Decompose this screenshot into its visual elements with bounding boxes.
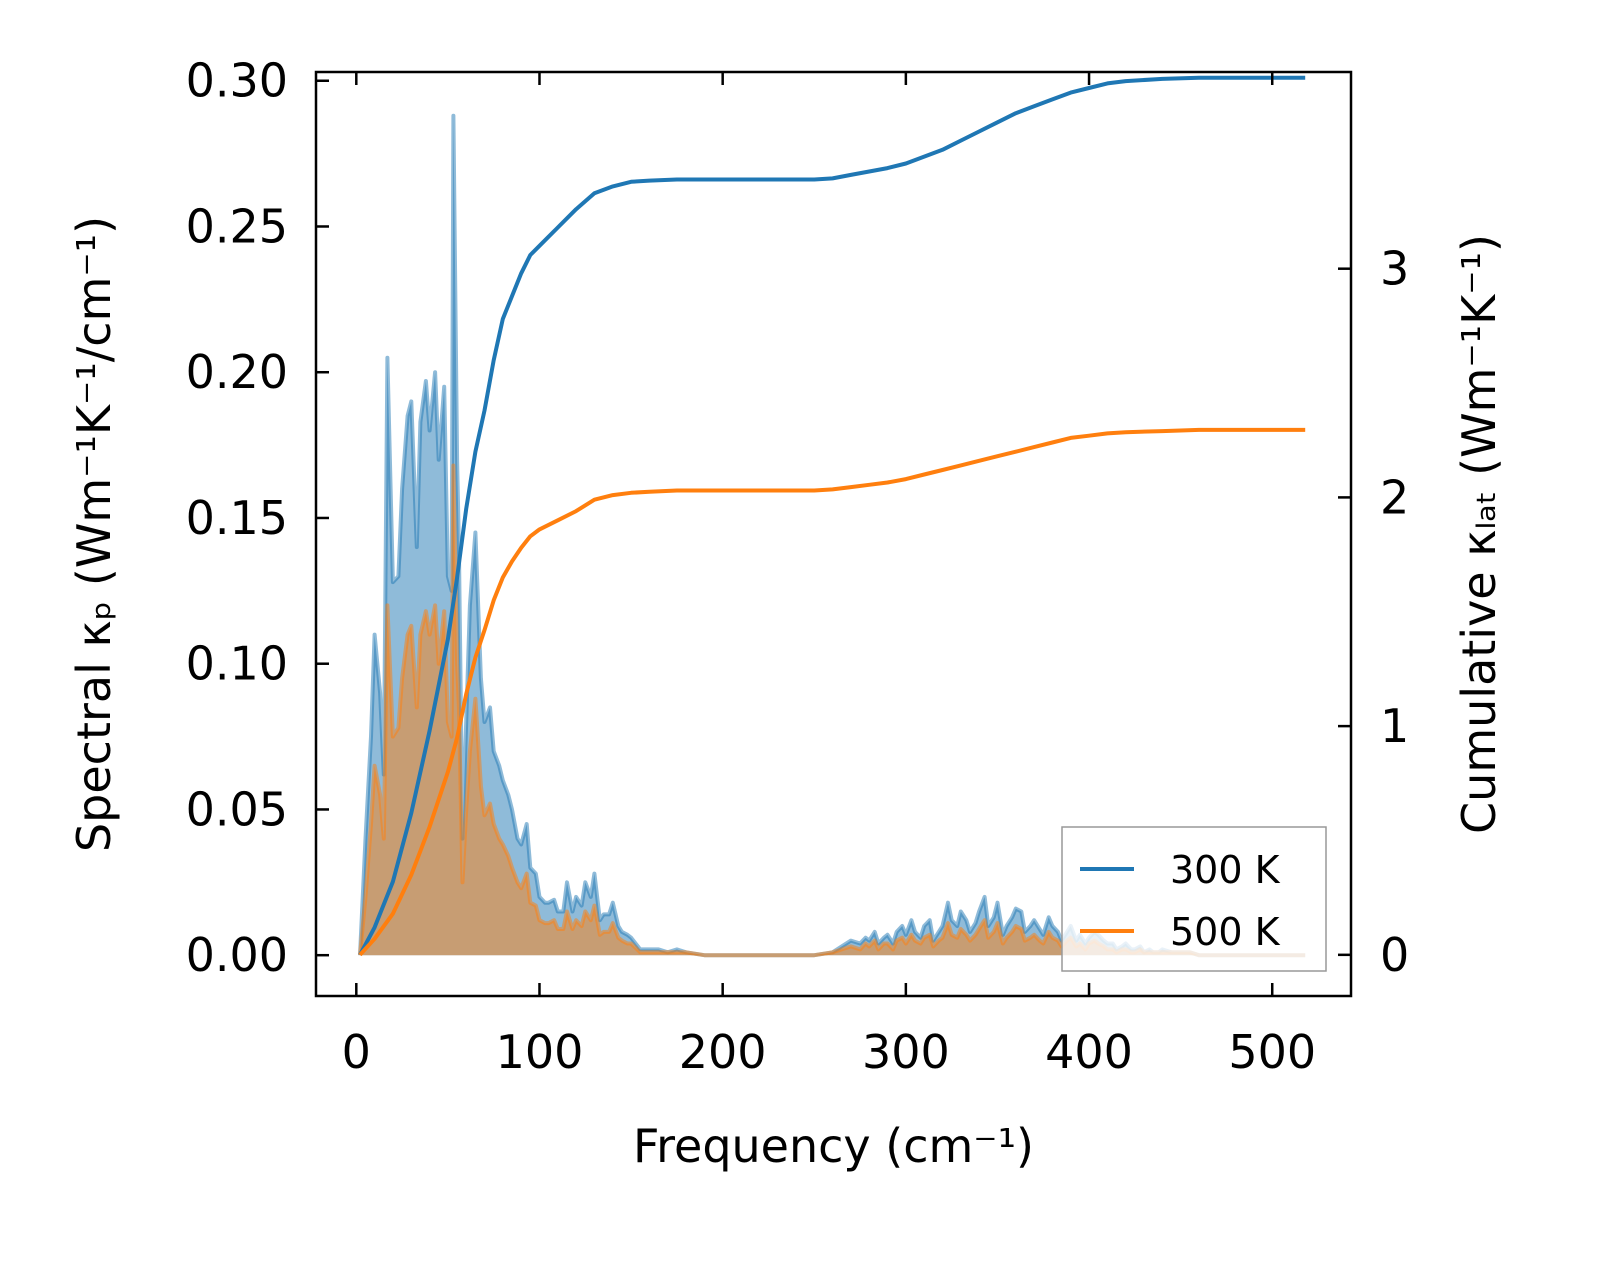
y-axis-label-right: Cumulative κₗₐₜ (Wm⁻¹K⁻¹) bbox=[1452, 234, 1506, 834]
x-tick-label: 300 bbox=[862, 1025, 950, 1079]
series-line-500-k-cumulative bbox=[358, 427, 1306, 957]
plot-area bbox=[358, 75, 1306, 958]
series-line-300-k-cumulative bbox=[358, 75, 1306, 956]
ticks: 0 100 200 300 400 500 0.00 0.05 0.10 0.15 0.20 0.25… bbox=[186, 54, 1410, 1079]
x-tick-label: 0 bbox=[342, 1025, 371, 1079]
legend-box bbox=[1061, 826, 1327, 972]
legend-entry-300k: 300 K bbox=[1170, 848, 1281, 892]
x-tick-label: 500 bbox=[1228, 1025, 1316, 1079]
x-tick-label: 200 bbox=[679, 1025, 767, 1079]
y-tick-label-left: 0.05 bbox=[186, 782, 288, 836]
spectral-area-500k bbox=[360, 465, 1306, 956]
y-tick-label-right: 3 bbox=[1380, 242, 1409, 296]
x-tick-label: 400 bbox=[1045, 1025, 1133, 1079]
y-tick-label-left: 0.30 bbox=[186, 54, 288, 108]
y-tick-label-right: 0 bbox=[1380, 928, 1409, 982]
legend-entry-500k: 500 K bbox=[1170, 910, 1281, 954]
x-tick-label: 100 bbox=[496, 1025, 584, 1079]
x-axis-label: Frequency (cm⁻¹) bbox=[633, 1119, 1034, 1173]
y-tick-label-left: 0.10 bbox=[186, 637, 288, 691]
y-tick-label-right: 2 bbox=[1380, 470, 1409, 524]
y-tick-label-right: 1 bbox=[1380, 699, 1409, 753]
y-tick-label-left: 0.00 bbox=[186, 928, 288, 982]
plot-frame bbox=[314, 70, 1353, 998]
legend: 300 K 500 K bbox=[1061, 826, 1327, 972]
y-tick-label-left: 0.15 bbox=[186, 491, 288, 545]
y-axis-label-left: Spectral κₚ (Wm⁻¹K⁻¹/cm⁻¹) bbox=[67, 216, 121, 852]
y-tick-label-left: 0.20 bbox=[186, 345, 288, 399]
y-tick-label-left: 0.25 bbox=[186, 199, 288, 253]
